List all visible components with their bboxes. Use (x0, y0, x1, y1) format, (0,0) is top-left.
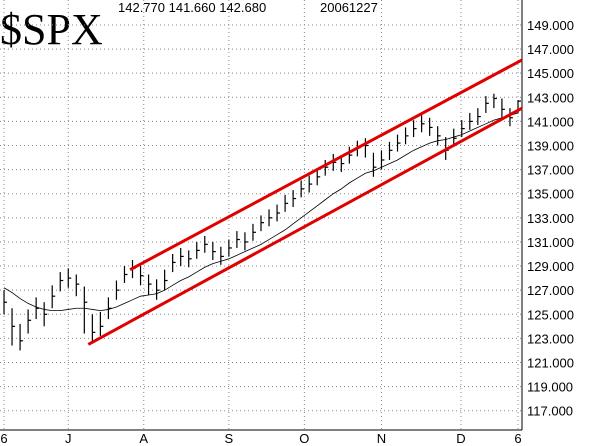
y-tick-label: 145.000 (527, 66, 574, 81)
y-tick-label: 133.000 (527, 211, 574, 226)
y-tick-label: 121.000 (527, 355, 574, 370)
moving-average (3, 112, 519, 312)
y-tick-label: 131.000 (527, 235, 574, 250)
y-tick-label: 143.000 (527, 90, 574, 105)
trendline (87, 106, 523, 346)
trendline (129, 58, 523, 271)
y-tick-label: 135.000 (527, 187, 574, 202)
x-tick-label: A (139, 431, 148, 446)
x-tick-label: N (377, 431, 386, 446)
y-tick-label: 141.000 (527, 114, 574, 129)
y-tick-label: 149.000 (527, 18, 574, 33)
y-tick-label: 137.000 (527, 163, 574, 178)
quote: 142.770 141.660 142.680 (118, 0, 266, 15)
x-tick-label: S (225, 431, 234, 446)
x-tick-label: O (299, 431, 309, 446)
x-tick-label: 6 (0, 431, 7, 446)
y-tick-label: 123.000 (527, 331, 574, 346)
x-tick-label: J (65, 431, 72, 446)
y-tick-label: 129.000 (527, 259, 574, 274)
y-tick-label: 139.000 (527, 139, 574, 154)
y-tick-label: 119.000 (527, 380, 573, 395)
y-tick-label: 117.000 (527, 404, 573, 419)
y-tick-label: 127.000 (527, 283, 574, 298)
date: 20061227 (320, 0, 378, 15)
x-tick-label: D (456, 431, 465, 446)
y-tick-label: 125.000 (527, 307, 574, 322)
chart-title: $SPX (0, 5, 103, 54)
x-tick-label: 6 (514, 431, 521, 446)
y-tick-label: 147.000 (527, 42, 574, 57)
